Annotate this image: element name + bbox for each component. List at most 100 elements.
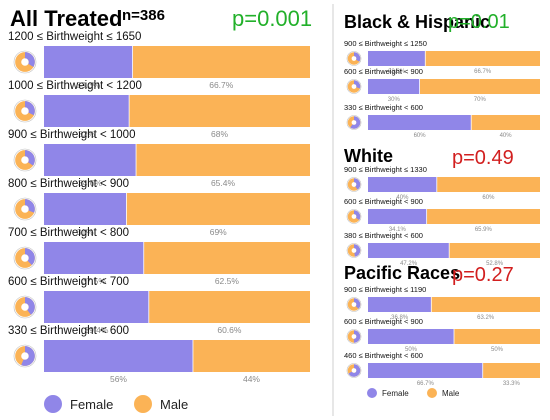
donut-female-slice [15,52,35,72]
bar-female [44,144,137,176]
male-percent-label: 33.3% [503,381,521,387]
bar-male [426,209,540,224]
donut-outline [13,148,37,172]
male-percent-label: 65.9% [475,227,493,233]
panel-title: Pacific Races [344,263,460,283]
row-donut [346,177,362,192]
male-percent-label: 68% [211,129,228,139]
male-percent-label: 63.2% [477,315,495,321]
panel-title: White [344,146,393,166]
donut-female-slice [15,150,35,170]
female-percent-label: 31% [77,227,94,237]
bar-female [368,363,483,378]
bar-female [44,340,193,372]
donut-female-slice [15,346,35,366]
row-donut [13,295,37,319]
male-percent-label: 60.6% [217,325,242,335]
bar-female [368,115,472,130]
row-donut [13,50,37,74]
bar-male [419,79,540,94]
bar-female [368,51,426,66]
bar-female [368,297,432,312]
bar-female [44,46,133,78]
p-value-label: p=0.001 [232,6,312,31]
category-label: 900 ≤ Birthweight ≤ 1330 [344,165,427,174]
male-percent-label: 66.7% [474,69,492,75]
male-percent-label: 44% [243,374,260,384]
panel-title: All Treated [10,6,122,31]
donut-female-slice [15,199,35,219]
bar-male [129,95,310,127]
donut-female-slice [347,116,361,129]
donut-outline [13,50,37,74]
male-percent-label: 50% [491,347,504,353]
p-value-label: p=0.27 [452,264,514,286]
female-percent-label: 66.7% [417,381,435,387]
bar-female [368,177,437,192]
category-label: 900 ≤ Birthweight < 1000 [8,129,135,141]
bar-male [431,297,540,312]
donut-outline [346,79,362,94]
legend-female-label-small: Female [382,389,409,398]
bar-female [368,79,420,94]
female-percent-label: 34.1% [389,227,407,233]
bar-female [44,193,127,225]
category-label: 600 ≤ Birthweight < 900 [344,67,423,76]
category-label: 900 ≤ Birthweight ≤ 1250 [344,39,427,48]
male-percent-label: 62.5% [215,276,240,286]
donut-outline [13,99,37,123]
female-percent-label: 50% [405,347,418,353]
category-label: 1000 ≤ Birthweight < 1200 [8,80,142,92]
donut-female-slice [347,178,361,191]
p-value-label: p=0.01 [448,11,510,33]
donut-female-slice [347,298,361,311]
category-label: 460 ≤ Birthweight < 600 [344,351,423,360]
row-donut [13,246,37,270]
donut-female-slice [347,210,361,223]
row-donut [13,99,37,123]
donut-outline [346,329,362,344]
p-value-label: p=0.49 [452,147,514,169]
female-percent-label: 47.2% [400,261,418,267]
row-donut [346,79,362,94]
row-donut [346,297,362,312]
row-donut [13,344,37,368]
male-percent-label: 65.4% [211,178,236,188]
legend-male-label-small: Male [442,389,460,398]
donut-outline [346,243,362,258]
bar-male [449,243,540,258]
bar-female [44,291,149,323]
male-percent-label: 60% [482,195,495,201]
donut-female-slice [15,297,35,317]
bar-male [148,291,310,323]
donut-outline [346,297,362,312]
female-percent-label: 30% [388,97,401,103]
category-label: 330 ≤ Birthweight < 600 [8,325,129,337]
legend-male-label: Male [160,397,188,412]
row-donut [346,363,362,378]
category-label: 600 ≤ Birthweight < 900 [344,317,423,326]
female-percent-label: 39.4% [84,325,109,335]
donut-outline [13,295,37,319]
donut-female-slice [15,248,35,268]
donut-outline [13,246,37,270]
female-percent-label: 36.8% [391,315,409,321]
row-donut [13,197,37,221]
category-label: 700 ≤ Birthweight < 800 [8,227,129,239]
donut-outline [346,363,362,378]
donut-outline [346,115,362,130]
legend-male-swatch [134,395,152,413]
legend-female-swatch-small [367,388,377,398]
category-label: 330 ≤ Birthweight < 600 [344,103,423,112]
category-label: 900 ≤ Birthweight ≤ 1190 [344,285,426,294]
legend-male-swatch-small [427,388,437,398]
bar-male [425,51,540,66]
male-percent-label: 66.7% [209,80,234,90]
female-percent-label: 37.5% [82,276,107,286]
bar-male [482,363,540,378]
bar-male [126,193,311,225]
row-donut [346,51,362,66]
donut-female-slice [347,244,361,257]
male-percent-label: 69% [210,227,227,237]
